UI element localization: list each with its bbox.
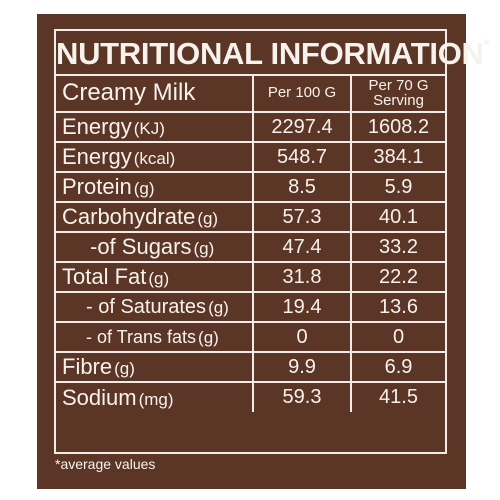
title-asterisk: *: [483, 37, 490, 54]
per-serving-value: 13.6: [350, 291, 445, 323]
nutrient-name: - of Saturates: [86, 295, 207, 318]
row-label: Total Fat (g): [56, 261, 254, 293]
table-row: - of Trans fats (g) 0 0: [56, 321, 445, 353]
per-serving-value: 1608.2: [350, 111, 445, 143]
nutrient-name: -of Sugars: [90, 234, 192, 259]
per-100g-value: 8.5: [252, 171, 352, 203]
nutrient-unit: (g): [198, 327, 219, 347]
nutrition-title: NUTRITIONAL INFORMATION*: [56, 31, 490, 76]
per-100g-value: 0: [252, 321, 352, 353]
per-serving-value: 6.9: [350, 351, 445, 383]
nutrition-panel: NUTRITIONAL INFORMATION* Creamy Milk Per…: [37, 14, 490, 489]
per-serving-value: 22.2: [350, 261, 445, 293]
nutrient-unit: (mg): [138, 389, 174, 409]
per-serving-value: 33.2: [350, 231, 445, 263]
row-label: Protein (g): [56, 171, 254, 203]
nutrient-name: Protein: [62, 174, 132, 199]
per-serving-value: 0: [350, 321, 445, 353]
per-100g-value: 59.3: [252, 381, 352, 412]
table-row: Sodium (mg) 59.3 41.5: [56, 381, 445, 412]
row-label: - of Saturates (g): [56, 291, 254, 323]
column-per-serving-line1: Per 70 G: [368, 76, 429, 94]
nutrient-name: Energy: [62, 114, 132, 139]
nutrient-name: Sodium: [62, 384, 137, 410]
nutrient-name: Fibre: [62, 354, 113, 379]
title-text: NUTRITIONAL INFORMATION: [56, 36, 484, 71]
row-label: Sodium (mg): [56, 381, 254, 412]
table-row: Protein (g) 8.5 5.9: [56, 171, 445, 203]
per-100g-value: 47.4: [252, 231, 352, 263]
per-100g-value: 548.7: [252, 141, 352, 173]
per-100g-value: 57.3: [252, 201, 352, 233]
nutrient-unit: (kcal): [133, 149, 176, 168]
per-100g-value: 19.4: [252, 291, 352, 323]
per-serving-value: 5.9: [350, 171, 445, 203]
row-label: Carbohydrate (g): [56, 201, 254, 233]
column-per-100g: Per 100 G: [252, 74, 352, 113]
nutrient-unit: (g): [114, 359, 135, 378]
row-label: Energy (KJ): [56, 111, 254, 143]
footnote: *average values: [55, 456, 156, 472]
nutrient-unit: (g): [193, 239, 215, 258]
nutrient-name: Energy: [62, 144, 132, 169]
per-100g-value: 31.8: [252, 261, 352, 293]
per-100g-value: 2297.4: [252, 111, 352, 143]
nutrient-unit: (g): [197, 209, 219, 228]
per-serving-value: 41.5: [350, 381, 445, 412]
nutrient-name: - of Trans fats: [86, 326, 197, 347]
nutrient-name: Total Fat: [62, 264, 147, 289]
nutrient-unit: (g): [208, 297, 229, 317]
per-serving-value: 40.1: [350, 201, 445, 233]
table-row: Total Fat (g) 31.8 22.2: [56, 261, 445, 293]
nutrition-table: Creamy Milk Per 100 G Per 70 G Serving E…: [56, 74, 445, 412]
table-row: - of Saturates (g) 19.4 13.6: [56, 291, 445, 323]
column-per-serving: Per 70 G Serving: [350, 74, 445, 113]
table-row: Fibre (g) 9.9 6.9: [56, 351, 445, 383]
row-label: -of Sugars (g): [56, 231, 254, 263]
nutrient-name: Carbohydrate: [62, 204, 196, 229]
row-label: Energy (kcal): [56, 141, 254, 173]
table-row: Carbohydrate (g) 57.3 40.1: [56, 201, 445, 233]
column-per-serving-line2: Serving: [373, 91, 424, 109]
row-label: Fibre (g): [56, 351, 254, 383]
product-name: Creamy Milk: [56, 74, 254, 113]
row-label: - of Trans fats (g): [56, 321, 254, 353]
nutrition-table-frame: NUTRITIONAL INFORMATION* Creamy Milk Per…: [54, 29, 490, 454]
table-row: Energy (KJ) 2297.4 1608.2: [56, 111, 445, 143]
nutrient-unit: (g): [133, 179, 155, 198]
nutrient-unit: (g): [148, 269, 170, 288]
per-serving-value: 384.1: [350, 141, 445, 173]
table-row: -of Sugars (g) 47.4 33.2: [56, 231, 445, 263]
nutrient-unit: (KJ): [133, 119, 165, 138]
per-100g-value: 9.9: [252, 351, 352, 383]
header-row: Creamy Milk Per 100 G Per 70 G Serving: [56, 74, 445, 113]
table-row: Energy (kcal) 548.7 384.1: [56, 141, 445, 173]
